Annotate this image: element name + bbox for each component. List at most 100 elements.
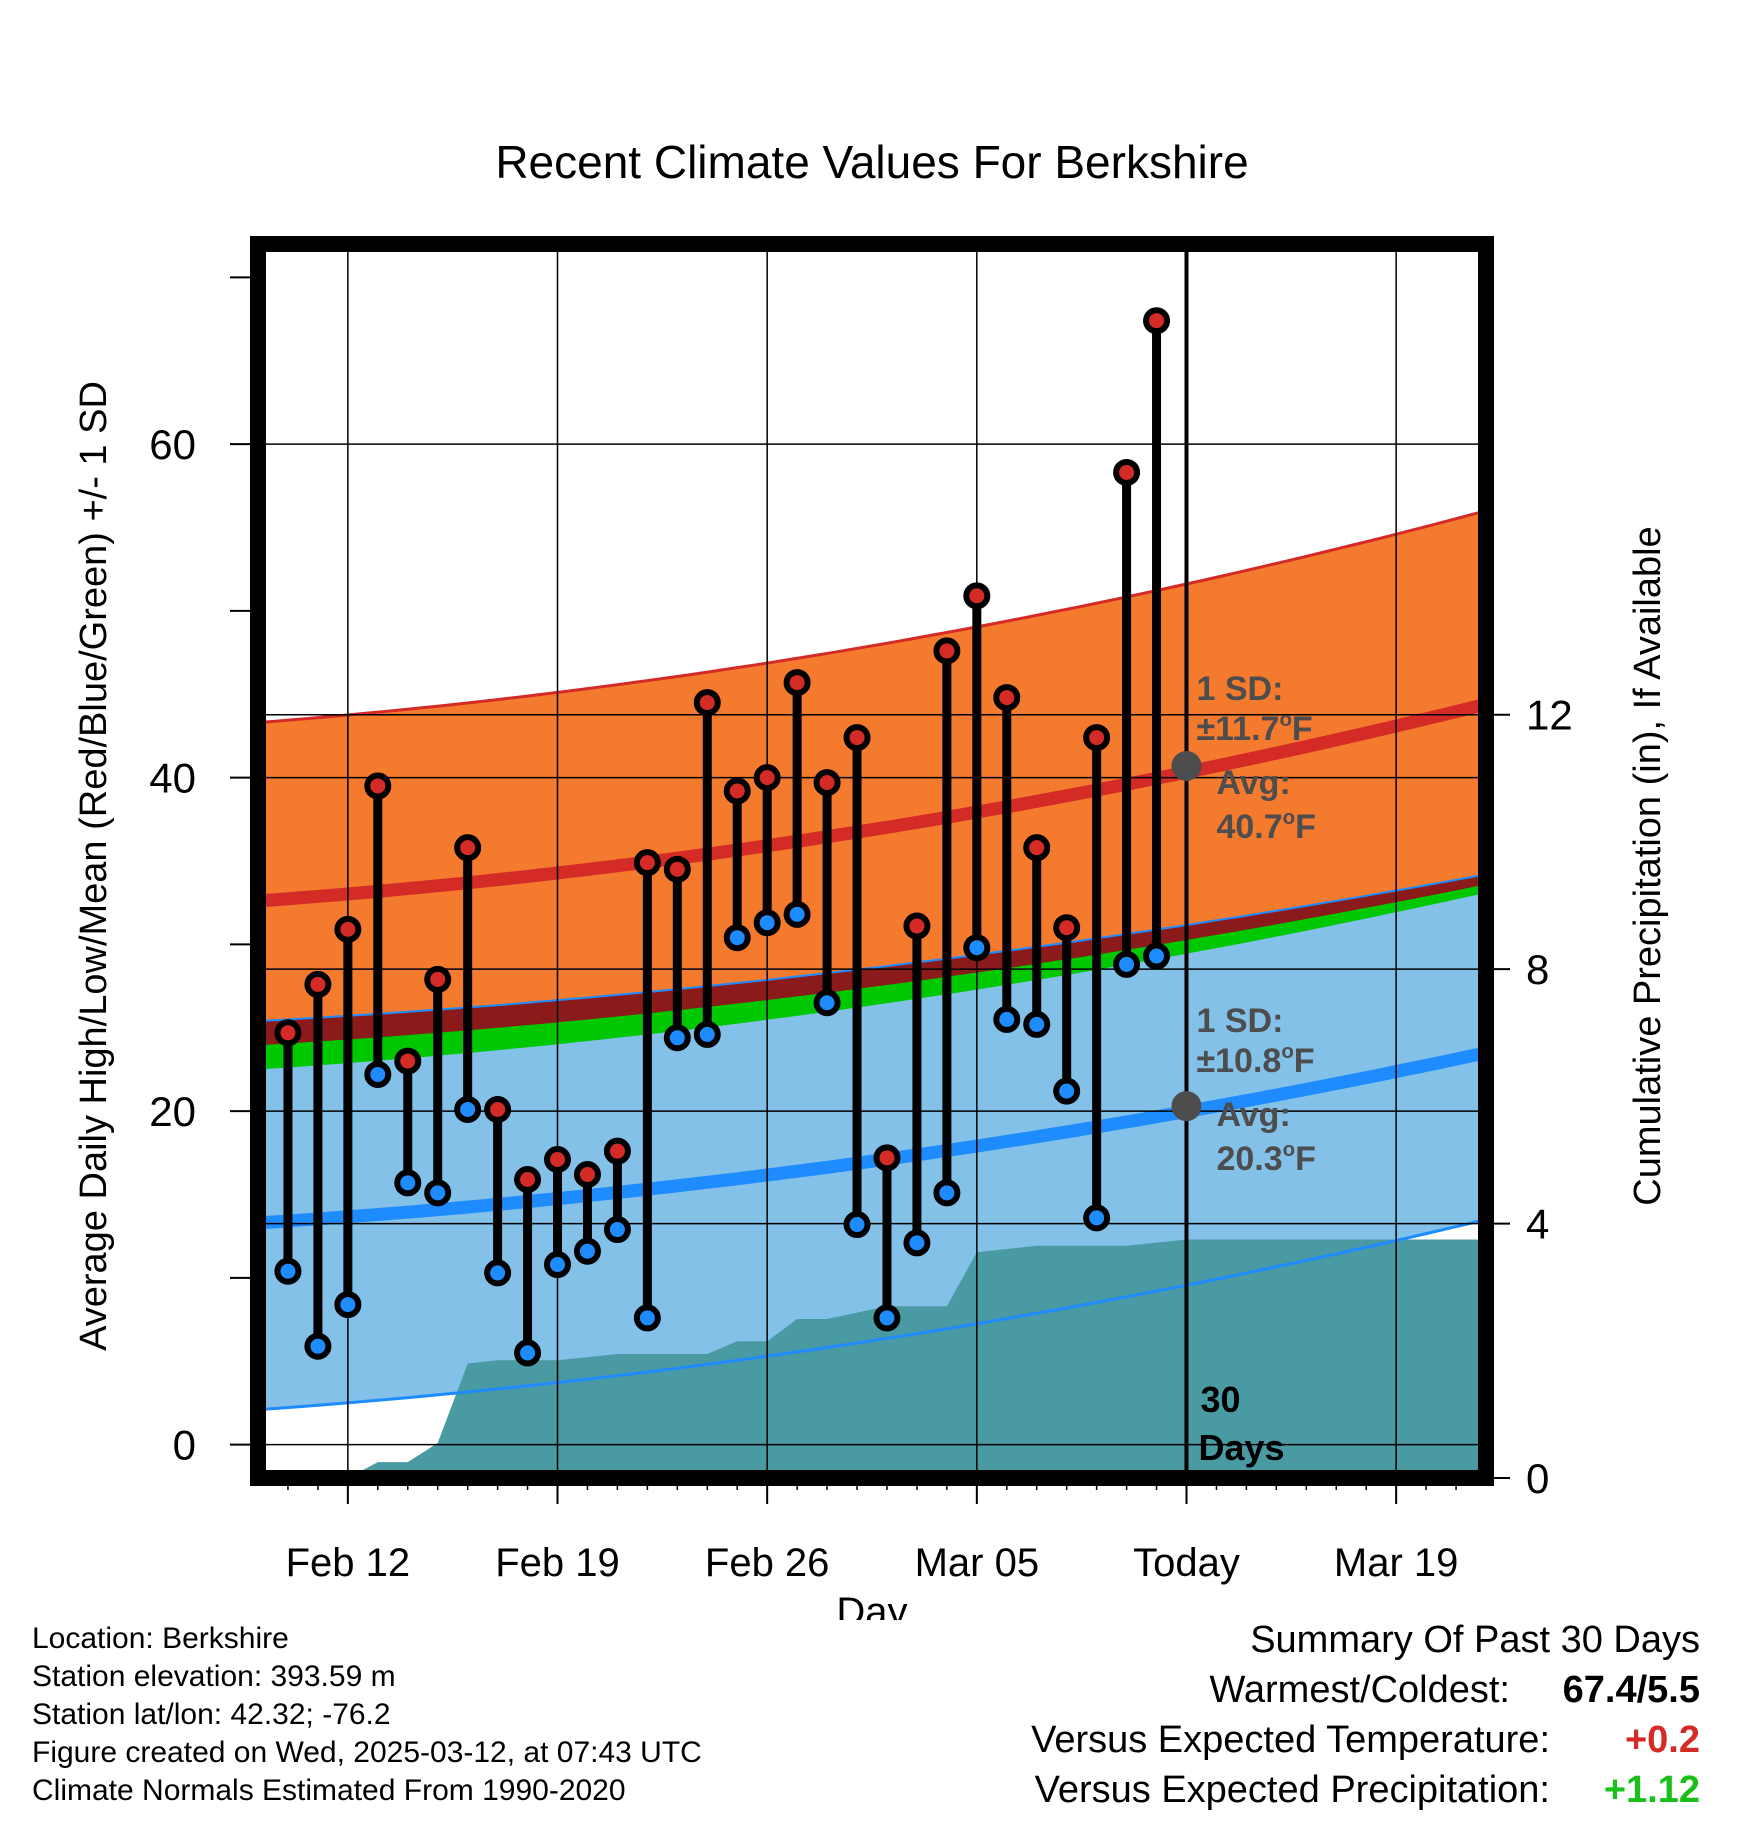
y2-axis-label: Cumulative Precipitation (in), If Availa… (1627, 526, 1669, 1205)
daily-low-point (693, 1020, 721, 1048)
low-sd-value-part: o (1281, 1041, 1293, 1063)
daily-high-point (693, 689, 721, 717)
low-sd-label: 1 SD: (1196, 1002, 1283, 1040)
daily-low-point (304, 1332, 332, 1360)
daily-high-point (544, 1145, 572, 1173)
daily-low-point (1113, 950, 1141, 978)
high-sd-label-part: 1 SD: (1196, 670, 1283, 708)
low-avg-today-marker (1171, 1091, 1202, 1122)
high-sd-value-part: ±11.7 (1196, 710, 1279, 748)
daily-high-point (663, 855, 691, 883)
daily-high-point (1113, 458, 1141, 486)
summary-temp-row: Versus Expected Temperature: +0.2 (1031, 1715, 1700, 1765)
low-sd-value-part: ±10.8 (1196, 1042, 1281, 1080)
daily-low-point (1053, 1077, 1081, 1105)
summary-precip-value: +1.12 (1603, 1769, 1700, 1811)
daily-high-point (993, 684, 1021, 712)
footer-created: Figure created on Wed, 2025-03-12, at 07… (32, 1736, 702, 1769)
daily-high-point (304, 970, 332, 998)
low-sd-lower-line (257, 1218, 1487, 1412)
high-sd-upper-line (257, 509, 1487, 725)
y2-tick-label: 4 (1526, 1201, 1549, 1248)
daily-high-point (394, 1047, 422, 1075)
daily-high-point (364, 772, 392, 800)
high-sd-label: 1 SD: (1196, 670, 1283, 708)
x-tick-label: Mar 19 (1334, 1541, 1459, 1585)
mean-upper-line (257, 873, 1487, 1023)
high-avg-value-part: o (1283, 807, 1295, 829)
daily-low-point (1083, 1204, 1111, 1232)
y-tick-label: 40 (149, 755, 196, 802)
daily-low-point (1143, 942, 1171, 970)
daily-low-point (454, 1095, 482, 1123)
summary-warmest-row: Warmest/Coldest: 67.4/5.5 (1031, 1665, 1700, 1715)
mean-band-dark (258, 874, 1486, 1046)
daily-low-point (663, 1024, 691, 1052)
y2-tick-label: 0 (1526, 1455, 1549, 1502)
low-avg-label-part: Avg: (1216, 1096, 1290, 1134)
summary-temp-value: +0.2 (1624, 1719, 1700, 1761)
daily-high-point (1053, 914, 1081, 942)
daily-low-point (993, 1005, 1021, 1033)
days-count-label-part: 30 (1200, 1379, 1240, 1420)
footer-latlon: Station lat/lon: 42.32; -76.2 (32, 1698, 391, 1731)
y-tick-label: 60 (149, 421, 196, 468)
daily-high-point (753, 764, 781, 792)
daily-low-point (484, 1259, 512, 1287)
days-word-label: Days (1198, 1427, 1284, 1468)
daily-low-point (633, 1304, 661, 1332)
low-avg-line (257, 1046, 1488, 1230)
daily-high-point (963, 582, 991, 610)
daily-low-point (843, 1211, 871, 1239)
daily-high-point (1083, 724, 1111, 752)
station-info: Location: Berkshire Station elevation: 3… (32, 1620, 702, 1810)
daily-low-point (364, 1060, 392, 1088)
daily-low-point (753, 909, 781, 937)
daily-low-point (544, 1251, 572, 1279)
y-tick-label: 20 (149, 1088, 196, 1135)
low-avg-value-part: F (1295, 1140, 1316, 1178)
low-avg-value-part: 20.3 (1216, 1140, 1282, 1178)
low-avg-label: Avg: (1216, 1096, 1290, 1134)
summary-precip-label: Versus Expected Precipitation: (1034, 1769, 1550, 1811)
daily-low-point (334, 1291, 362, 1319)
y-tick-label: 0 (173, 1422, 196, 1469)
footer-normals: Climate Normals Estimated From 1990-2020 (32, 1774, 626, 1807)
daily-low-point (903, 1229, 931, 1257)
low-avg-value-part: o (1283, 1139, 1295, 1161)
high-avg-line (257, 697, 1488, 908)
precip-area (258, 1239, 1486, 1478)
daily-high-point (783, 669, 811, 697)
footer-location: Location: Berkshire (32, 1622, 289, 1655)
daily-high-point (633, 849, 661, 877)
daily-high-point (603, 1137, 631, 1165)
footer-elevation: Station elevation: 393.59 m (32, 1660, 396, 1693)
summary-temp-label: Versus Expected Temperature: (1031, 1719, 1550, 1761)
plot-frame (250, 236, 1494, 1486)
chart-title: Recent Climate Values For Berkshire (495, 136, 1248, 188)
low-sd-value: ±10.8oF (1196, 1041, 1314, 1080)
daily-low-point (783, 900, 811, 928)
daily-high-point (873, 1144, 901, 1172)
low-sd-label-part: 1 SD: (1196, 1002, 1283, 1040)
x-axis-label: Day (836, 1590, 907, 1620)
daily-low-point (274, 1257, 302, 1285)
daily-high-point (843, 724, 871, 752)
daily-high-point (454, 834, 482, 862)
high-avg-value-part: F (1295, 808, 1316, 846)
x-tick-label: Mar 05 (915, 1541, 1040, 1585)
x-tick-label: Feb 12 (286, 1541, 411, 1585)
daily-low-point (394, 1169, 422, 1197)
daily-low-point (1023, 1010, 1051, 1038)
summary-title: Summary Of Past 30 Days (1250, 1619, 1700, 1661)
daily-low-point (573, 1237, 601, 1265)
high-avg-label: Avg: (1216, 764, 1290, 802)
high-sd-value: ±11.7oF (1196, 709, 1312, 748)
daily-high-point (573, 1161, 601, 1189)
daily-low-point (424, 1179, 452, 1207)
high-avg-value: 40.7oF (1216, 807, 1315, 846)
daily-high-point (274, 1019, 302, 1047)
daily-high-point (1143, 307, 1171, 335)
daily-low-point (603, 1216, 631, 1244)
